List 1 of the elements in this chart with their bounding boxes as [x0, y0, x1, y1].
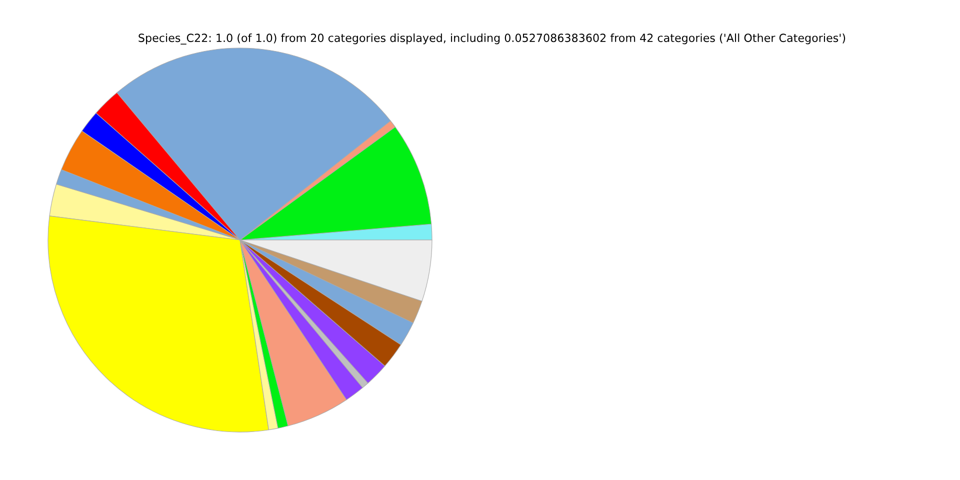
text: Species_C22: 1.0 (of 1.0) from 20 categories displayed, including 0.0527086383602 from 42 categories ('All Other Categories')	[138, 33, 846, 45]
